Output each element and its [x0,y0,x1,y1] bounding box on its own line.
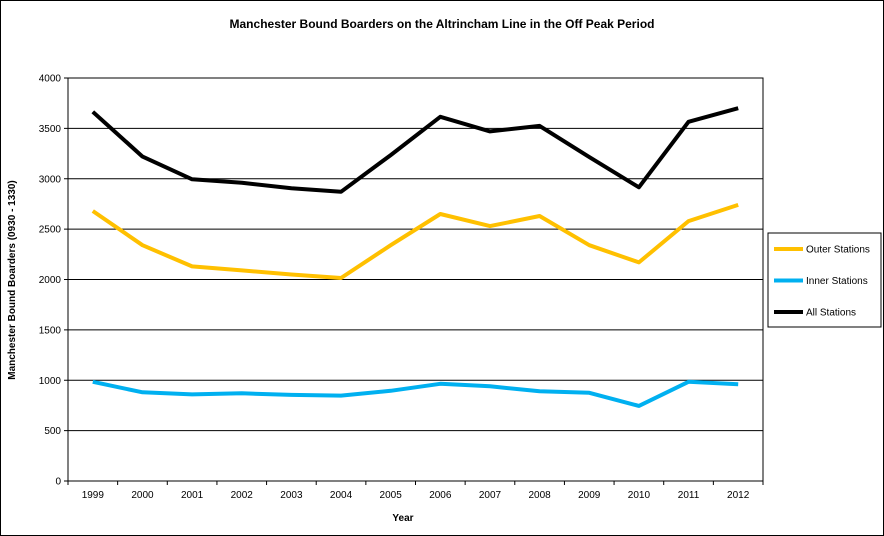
x-tick-label: 2012 [727,490,750,501]
series-lines [91,106,739,408]
y-tick-label: 500 [44,426,61,437]
legend-label-inner-stations: Inner Stations [806,276,868,287]
legend-label-all-stations: All Stations [806,308,856,319]
y-tick-label: 4000 [39,74,62,85]
x-tick-label: 2008 [528,490,551,501]
legend-label-outer-stations: Outer Stations [806,245,870,256]
x-tick-label: 2000 [131,490,154,501]
chart-title: Manchester Bound Boarders on the Altrinc… [229,17,655,31]
series-line-all-stations [91,106,739,194]
x-tick-label: 2005 [380,490,403,501]
axes: 0 500 1000 1500 2000 2500 3000 3500 4000 1999 2000… [39,74,764,501]
y-tick-label: 2500 [39,225,62,236]
x-tick-label: 1999 [82,490,105,501]
y-tick-label: 0 [55,477,61,488]
x-tick-label: 2004 [330,490,353,501]
x-tick-label: 2001 [181,490,204,501]
x-tick-label: 2010 [628,490,651,501]
series-line-outer-stations [91,202,739,280]
y-tick-label: 3500 [39,124,62,135]
legend: Outer Stations Inner Stations All Stations [767,232,882,328]
y-tick-label: 3000 [39,174,62,185]
x-axis-title: Year [392,513,413,524]
x-tick-label: 2009 [578,490,601,501]
y-axis-title: Manchester Bound Boarders (0930 - 1330) [7,180,18,380]
x-tick-label: 2006 [429,490,452,501]
x-tick-label: 2003 [280,490,303,501]
y-tick-label: 1000 [39,376,62,387]
series-line-inner-stations [92,379,739,408]
x-tick-label: 2002 [231,490,254,501]
x-tick-label: 2007 [479,490,502,501]
x-tick-label: 2011 [678,490,700,501]
y-tick-label: 1500 [39,325,62,336]
y-tick-label: 2000 [39,275,62,286]
